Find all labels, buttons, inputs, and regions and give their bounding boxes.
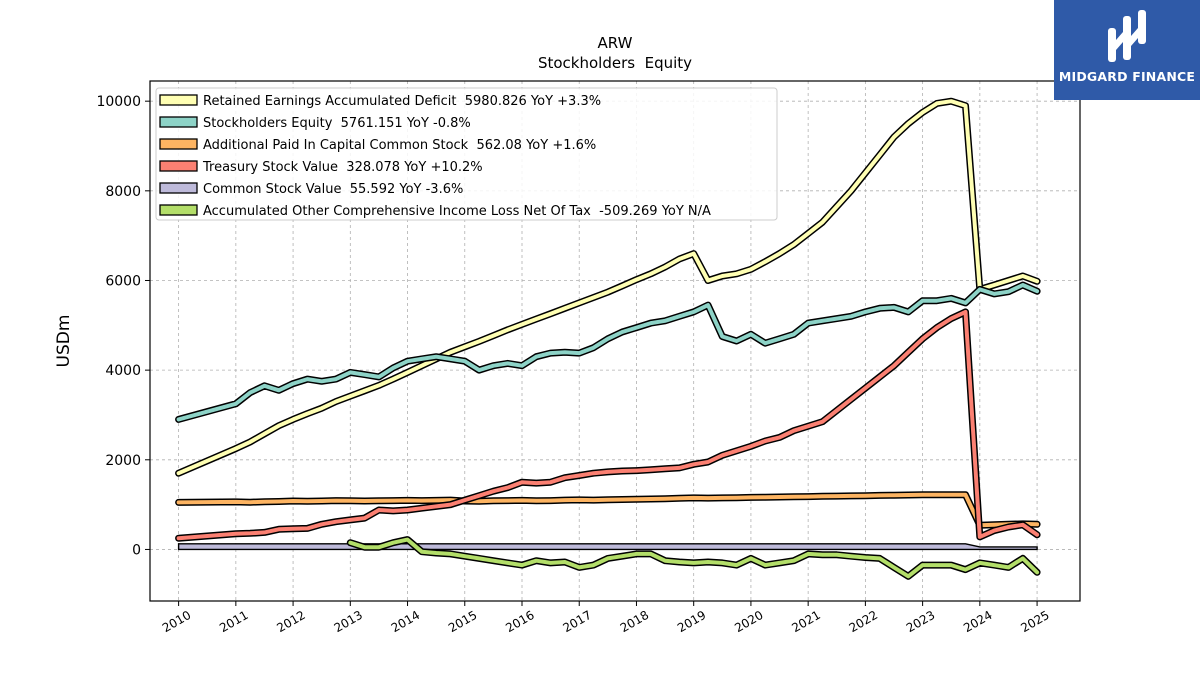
plot-frame [149, 80, 1081, 602]
series-line [175, 491, 1041, 529]
series-layer [175, 97, 1041, 580]
chart-subtitle: Stockholders Equity [538, 54, 692, 72]
y-tick-label: 4000 [105, 363, 141, 379]
x-tick-label: 2014 [389, 608, 422, 635]
x-tick-label: 2024 [961, 608, 994, 635]
legend-swatch [159, 160, 198, 172]
chart-title: ARW [598, 34, 633, 52]
x-tick-label: 2021 [789, 608, 822, 635]
series-stroke [176, 492, 1040, 528]
legend-label: Treasury Stock Value 328.078 YoY +10.2% [202, 160, 483, 175]
y-tick-label: 8000 [105, 184, 141, 200]
y-tick-label: 0 [132, 542, 141, 558]
legend: Retained Earnings Accumulated Deficit 59… [155, 87, 778, 221]
brand-name: MIDGARD FINANCE [1058, 69, 1196, 84]
x-tick-label: 2023 [904, 608, 937, 635]
x-tick-label: 2025 [1018, 608, 1051, 635]
legend-box [155, 87, 778, 221]
series-band [177, 543, 1038, 551]
legend-swatch [159, 138, 198, 150]
x-tick-label: 2019 [675, 608, 708, 635]
x-tick-label: 2011 [217, 608, 250, 635]
series-stroke [176, 309, 1040, 541]
y-tick-label: 10000 [96, 94, 141, 110]
series-stroke [176, 99, 1040, 476]
x-tick-label: 2018 [618, 608, 651, 635]
y-tick-label: 2000 [105, 453, 141, 469]
legend-label: Common Stock Value 55.592 YoY -3.6% [203, 182, 463, 197]
x-tick-label: 2015 [446, 608, 479, 635]
x-tick-label: 2022 [847, 608, 880, 635]
y-axis-label: USDm [54, 315, 74, 368]
brand-logo: MIDGARD FINANCE [1054, 0, 1200, 100]
x-tick-label: 2016 [503, 608, 536, 635]
legend-label: Additional Paid In Capital Common Stock … [203, 138, 596, 153]
series-line [175, 308, 1041, 542]
series-line [177, 543, 1038, 551]
legend-swatch [159, 116, 198, 128]
midgard-logo-icon [1108, 10, 1146, 62]
y-tick-label: 6000 [105, 273, 141, 289]
legend-swatch [159, 204, 198, 216]
series-line [346, 536, 1041, 580]
legend-swatch [159, 182, 198, 194]
legend-label: Accumulated Other Comprehensive Income L… [203, 204, 711, 219]
legend-label: Retained Earnings Accumulated Deficit 59… [203, 94, 601, 109]
x-tick-label: 2010 [160, 608, 193, 635]
x-tick-label: 2017 [561, 608, 594, 635]
x-tick-label: 2013 [332, 608, 365, 635]
series-line [175, 281, 1041, 423]
legend-label: Stockholders Equity 5761.151 YoY -0.8% [203, 116, 471, 131]
x-tick-label: 2020 [732, 608, 765, 635]
legend-swatch [159, 94, 198, 106]
series-line [175, 97, 1041, 477]
series-stroke [348, 537, 1040, 579]
series-stroke [176, 283, 1040, 422]
x-tick-label: 2012 [274, 608, 307, 635]
